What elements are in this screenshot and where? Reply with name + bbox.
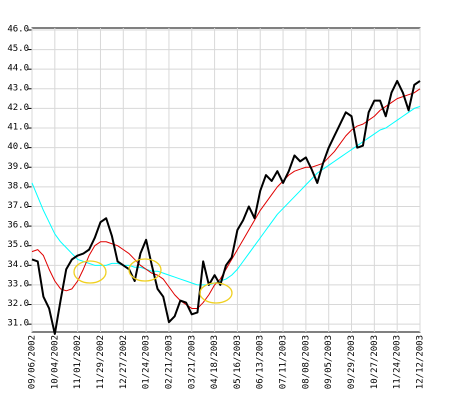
series-line (31, 88, 421, 309)
x-tick-label: 12/12/2003 (416, 335, 426, 389)
x-tick-label: 02/21/2003 (164, 335, 174, 389)
x-tick-label: 12/27/2002 (119, 335, 129, 389)
highlight-ellipse (73, 260, 107, 284)
highlight-ellipse (128, 258, 162, 282)
x-tick-label: 01/24/2003 (142, 335, 152, 389)
highlight-ellipse (199, 282, 233, 304)
x-tick-label: 09/29/2003 (347, 335, 357, 389)
y-tick-label: 37.0 (7, 201, 29, 211)
y-tick-label: 36.0 (7, 221, 29, 231)
series-line (31, 79, 421, 335)
y-tick-label: 32.0 (7, 299, 29, 309)
x-tick-label: 04/18/2003 (210, 335, 220, 389)
y-tick-label: 35.0 (7, 240, 29, 250)
y-tick-label: 46.0 (7, 24, 29, 34)
y-tick-label: 42.0 (7, 103, 29, 113)
y-tick-label: 44.0 (7, 64, 29, 74)
x-tick-label: 03/21/2003 (187, 335, 197, 389)
y-tick-label: 39.0 (7, 162, 29, 172)
y-tick-label: 45.0 (7, 44, 29, 54)
y-tick-label: 38.0 (7, 181, 29, 191)
y-tick-label: 33.0 (7, 279, 29, 289)
x-tick-label: 11/01/2002 (73, 335, 83, 389)
x-tick-label: 07/11/2003 (279, 335, 289, 389)
x-tick-label: 09/06/2002 (28, 335, 38, 389)
x-tick-label: 11/29/2002 (96, 335, 106, 389)
x-tick-label: 06/13/2003 (256, 335, 266, 389)
series-line (31, 105, 421, 286)
y-tick-label: 41.0 (7, 123, 29, 133)
y-tick-label: 43.0 (7, 83, 29, 93)
plot-frame (31, 27, 421, 333)
x-tick-label: 11/24/2003 (393, 335, 403, 389)
y-tick-label: 34.0 (7, 260, 29, 270)
y-tick-label: 40.0 (7, 142, 29, 152)
y-tick-label: 31.0 (7, 319, 29, 329)
x-tick-label: 10/04/2002 (50, 335, 60, 389)
x-tick-label: 05/16/2003 (233, 335, 243, 389)
x-tick-label: 10/27/2003 (370, 335, 380, 389)
x-tick-label: 08/08/2003 (301, 335, 311, 389)
x-tick-label: 09/05/2003 (324, 335, 334, 389)
